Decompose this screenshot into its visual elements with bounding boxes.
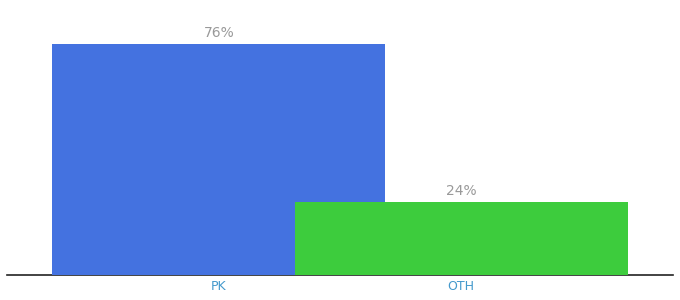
Text: 24%: 24% [446,184,477,198]
Bar [294,202,628,275]
Text: 76%: 76% [203,26,235,40]
Bar [52,44,386,275]
